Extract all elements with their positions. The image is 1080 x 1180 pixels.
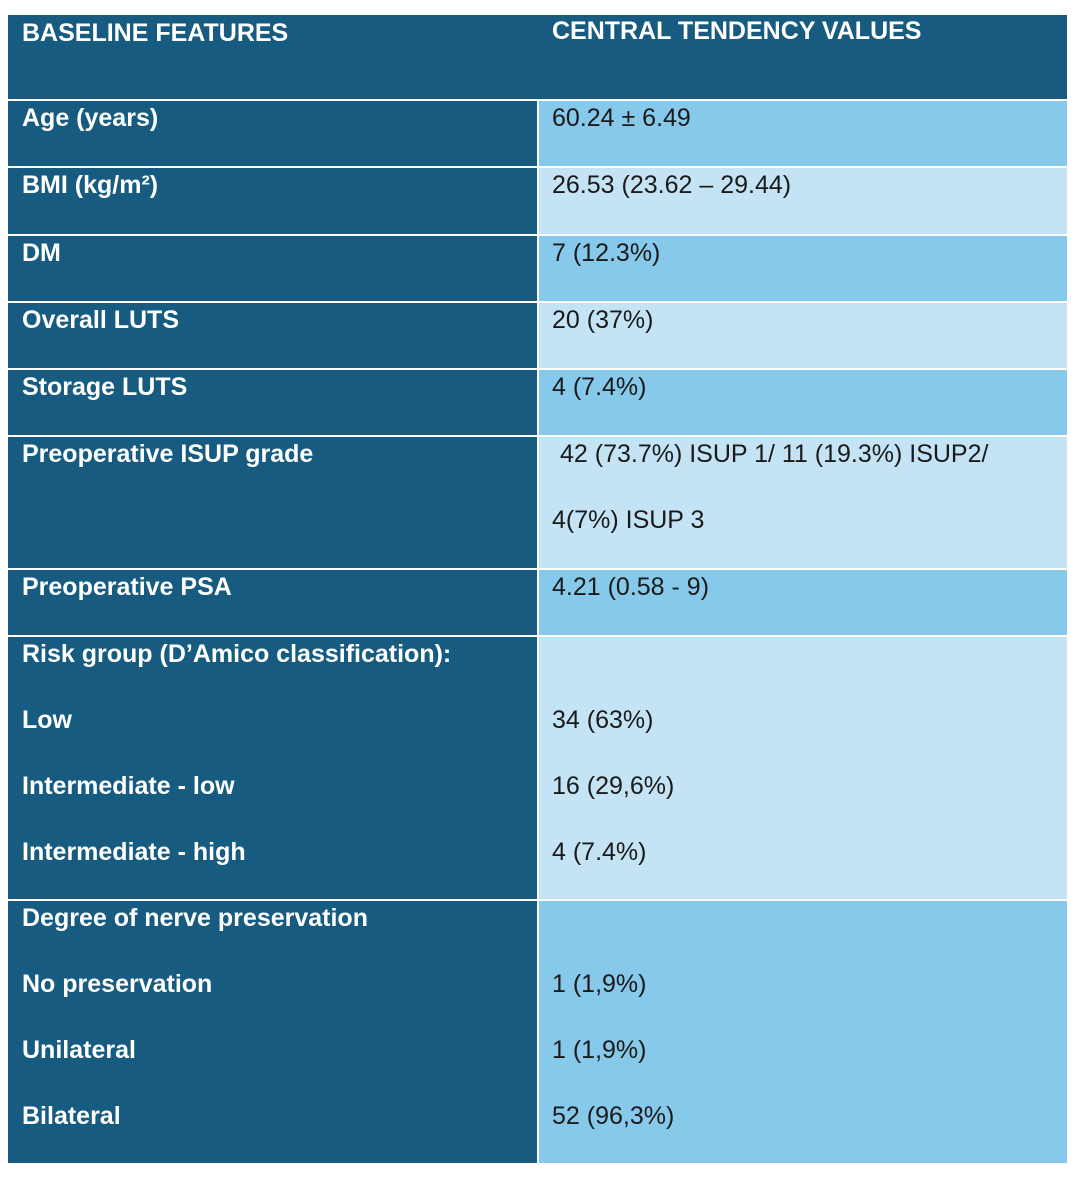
value-text: 60.24 ± 6.49 xyxy=(552,104,691,132)
sub-value-text: 52 (96,3%) xyxy=(552,1102,675,1130)
sub-value-text: 34 (63%) xyxy=(552,706,654,734)
value-text: 42 (73.7%) ISUP 1/ 11 (19.3%) ISUP2/ xyxy=(560,440,989,468)
feature-text: Storage LUTS xyxy=(22,373,188,401)
value-text: 26.53 (23.62 – 29.44) xyxy=(552,171,792,199)
sub-feature-text: Intermediate - low xyxy=(22,772,235,800)
value-cell xyxy=(539,570,1067,635)
sub-feature-text: Low xyxy=(22,706,72,734)
value-cell xyxy=(539,437,1067,568)
feature-text: Preoperative ISUP grade xyxy=(22,440,314,468)
header-cell: BASELINE FEATURES xyxy=(22,19,289,47)
feature-cell xyxy=(8,570,537,635)
value-text: 4 (7.4%) xyxy=(552,373,647,401)
value-text: 7 (12.3%) xyxy=(552,239,661,267)
feature-cell xyxy=(8,101,537,166)
header-row xyxy=(8,15,1067,99)
value-cell xyxy=(539,236,1067,301)
feature-cell xyxy=(8,901,537,1163)
feature-text: Risk group (D’Amico classification): xyxy=(22,640,452,668)
sub-feature-text: Bilateral xyxy=(22,1102,121,1130)
feature-text: DM xyxy=(22,239,61,267)
value-cell xyxy=(539,370,1067,435)
feature-text: BMI (kg/m²) xyxy=(22,171,159,199)
value-text: 4(7%) ISUP 3 xyxy=(552,506,705,534)
sub-value-text: 4 (7.4%) xyxy=(552,838,647,866)
sub-feature-text: Unilateral xyxy=(22,1036,136,1064)
feature-cell xyxy=(8,437,537,568)
value-cell xyxy=(539,637,1067,899)
header-cell: CENTRAL TENDENCY VALUES xyxy=(552,17,922,45)
sub-value-text: 1 (1,9%) xyxy=(552,970,647,998)
value-cell xyxy=(539,901,1067,1163)
feature-text: Degree of nerve preservation xyxy=(22,904,368,932)
feature-cell xyxy=(8,370,537,435)
feature-cell xyxy=(8,303,537,368)
sub-value-text: 16 (29,6%) xyxy=(552,772,675,800)
feature-cell xyxy=(8,637,537,899)
feature-text: Overall LUTS xyxy=(22,306,179,334)
feature-cell xyxy=(8,168,537,234)
value-cell xyxy=(539,168,1067,234)
sub-feature-text: Intermediate - high xyxy=(22,838,246,866)
value-cell xyxy=(539,303,1067,368)
sub-feature-text: No preservation xyxy=(22,970,213,998)
value-cell xyxy=(539,101,1067,166)
feature-text: Preoperative PSA xyxy=(22,573,232,601)
value-text: 4.21 (0.58 - 9) xyxy=(552,573,710,601)
value-text: 20 (37%) xyxy=(552,306,654,334)
sub-value-text: 1 (1,9%) xyxy=(552,1036,647,1064)
feature-cell xyxy=(8,236,537,301)
feature-text: Age (years) xyxy=(22,104,159,132)
